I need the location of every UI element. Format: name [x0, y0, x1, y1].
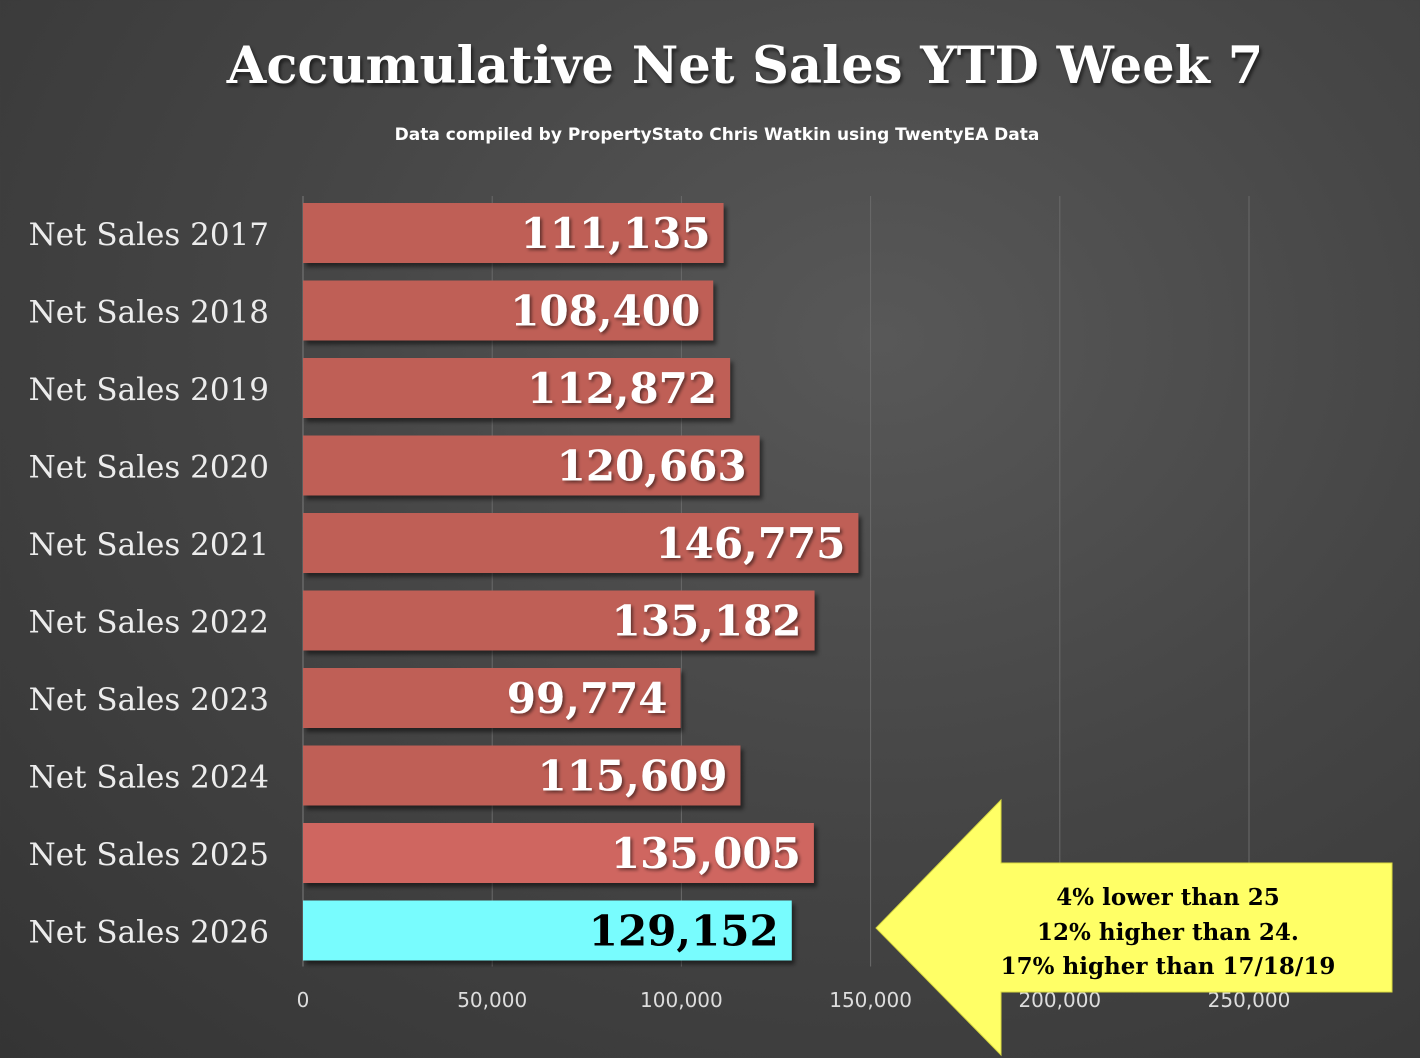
- bar-value-label: 135,182: [612, 597, 802, 646]
- bar: [303, 358, 731, 418]
- callout-text-line: 12% higher than 24.: [1037, 919, 1299, 946]
- x-axis-tick-labels: 0 50,000 100,000 150,000 200,000 250,000: [297, 988, 1291, 1012]
- chart-subtitle: Data compiled by PropertyStato Chris Wat…: [394, 125, 1040, 145]
- category-label: Net Sales 2024: [29, 760, 269, 796]
- category-label: Net Sales 2018: [29, 295, 269, 331]
- x-tick-label: 100,000: [640, 988, 723, 1012]
- bar-value-label: 111,135: [521, 209, 711, 258]
- bar: [303, 280, 714, 341]
- callout-annotation: 4% lower than 25 12% higher than 24. 17% h…: [875, 798, 1393, 1057]
- callout-text-line: 4% lower than 25: [1056, 884, 1280, 911]
- category-label: Net Sales 2019: [29, 372, 269, 408]
- category-label: Net Sales 2020: [29, 450, 269, 486]
- category-label: Net Sales 2026: [29, 915, 269, 951]
- bar: [303, 900, 792, 961]
- x-tick-label: 50,000: [457, 988, 527, 1012]
- category-label: Net Sales 2025: [29, 837, 269, 873]
- callout-text-line: 17% higher than 17/18/19: [1001, 953, 1336, 980]
- bar: [303, 668, 681, 728]
- bar-value-label: 120,663: [557, 442, 747, 491]
- chart-title: Accumulative Net Sales YTD Week 7: [226, 36, 1264, 96]
- bar-value-label: 112,872: [527, 364, 717, 413]
- bar: [303, 823, 814, 883]
- category-label: Net Sales 2023: [29, 682, 269, 718]
- callout-arrow-shape: [875, 798, 1393, 1057]
- category-label: Net Sales 2021: [29, 527, 269, 563]
- category-labels: Net Sales 2017 Net Sales 2018 Net Sales 20…: [29, 217, 269, 951]
- bar-value-label: 108,400: [510, 287, 700, 336]
- bar-value-label: 146,775: [655, 519, 845, 568]
- bar-value-label: 129,152: [589, 907, 779, 956]
- bar: [303, 435, 760, 496]
- bar: [303, 203, 724, 263]
- bar-value-label: 115,609: [537, 752, 727, 801]
- bar: [303, 513, 859, 573]
- x-tick-label: 150,000: [829, 988, 912, 1012]
- bar-value-label: 99,774: [507, 674, 668, 723]
- bar: [303, 745, 741, 806]
- bars: 111,135 108,400 112,872 120,663 146,775 135,1…: [303, 203, 859, 961]
- bar-value-label: 135,005: [611, 829, 801, 878]
- bar: [303, 590, 815, 651]
- category-label: Net Sales 2022: [29, 605, 269, 641]
- x-tick-label: 0: [297, 988, 310, 1012]
- category-label: Net Sales 2017: [29, 217, 269, 253]
